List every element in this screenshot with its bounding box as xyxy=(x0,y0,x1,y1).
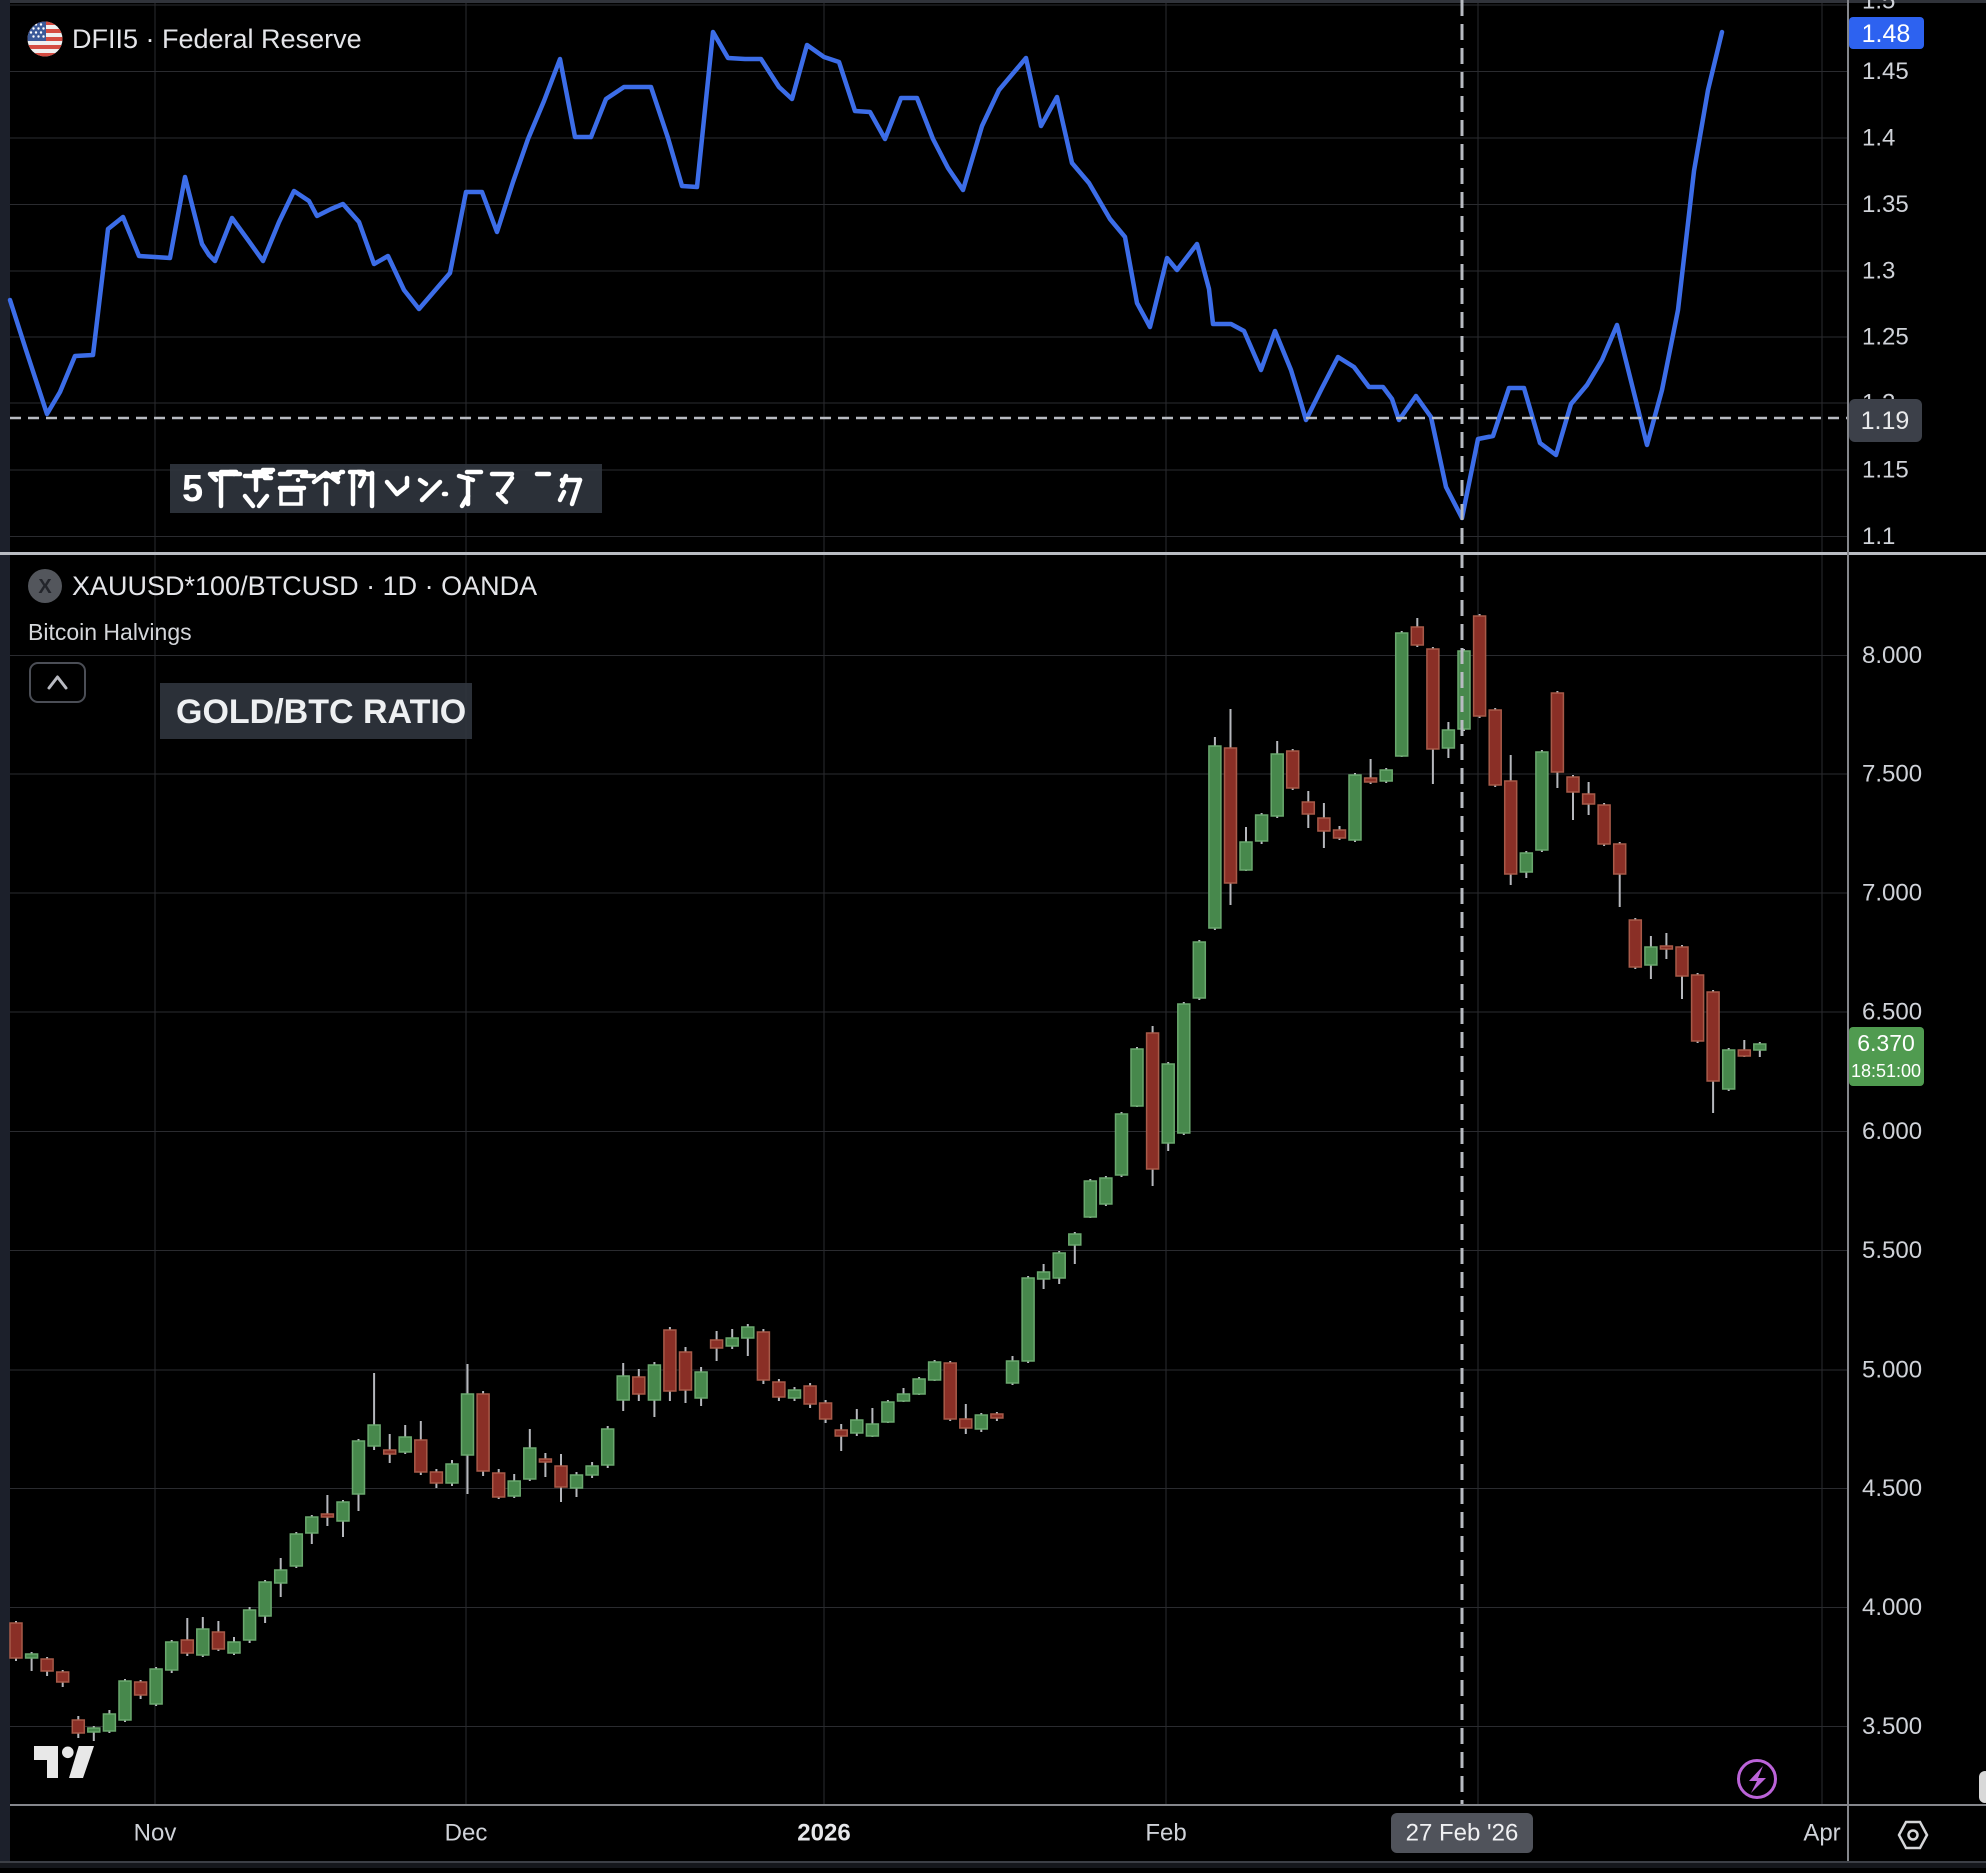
svg-text:1.25: 1.25 xyxy=(1862,324,1909,351)
svg-text:Bitcoin Halvings: Bitcoin Halvings xyxy=(28,619,192,645)
svg-text:3.500: 3.500 xyxy=(1862,1713,1922,1740)
svg-text:4.000: 4.000 xyxy=(1862,1594,1922,1621)
svg-text:6.500: 6.500 xyxy=(1862,999,1922,1026)
svg-text:1.19: 1.19 xyxy=(1861,407,1910,435)
svg-text:8.000: 8.000 xyxy=(1862,642,1922,669)
svg-text:DFII5 · Federal Reserve: DFII5 · Federal Reserve xyxy=(72,24,362,54)
svg-text:5.500: 5.500 xyxy=(1862,1237,1922,1264)
svg-text:27 Feb '26: 27 Feb '26 xyxy=(1406,1820,1519,1847)
svg-text:1.15: 1.15 xyxy=(1862,457,1909,484)
svg-text:18:51:00: 18:51:00 xyxy=(1851,1061,1921,1081)
svg-text:5.000: 5.000 xyxy=(1862,1357,1922,1384)
svg-text:1.45: 1.45 xyxy=(1862,58,1909,85)
svg-text:5: 5 xyxy=(182,468,203,510)
svg-text:6.370: 6.370 xyxy=(1857,1030,1915,1056)
svg-text:1.1: 1.1 xyxy=(1862,523,1895,550)
svg-text:Apr: Apr xyxy=(1803,1820,1840,1847)
svg-text:1.48: 1.48 xyxy=(1862,20,1911,48)
svg-text:XAUUSD*100/BTCUSD · 1D · OANDA: XAUUSD*100/BTCUSD · 1D · OANDA xyxy=(72,571,537,601)
svg-text:2026: 2026 xyxy=(797,1820,850,1847)
svg-text:1.4: 1.4 xyxy=(1862,125,1895,152)
svg-text:7.500: 7.500 xyxy=(1862,761,1922,788)
svg-text:4.500: 4.500 xyxy=(1862,1475,1922,1502)
svg-text:X: X xyxy=(38,576,52,598)
svg-text:6.000: 6.000 xyxy=(1862,1118,1922,1145)
svg-text:1.35: 1.35 xyxy=(1862,191,1909,218)
svg-text:GOLD/BTC RATIO: GOLD/BTC RATIO xyxy=(176,693,466,731)
svg-text:7.000: 7.000 xyxy=(1862,880,1922,907)
svg-text:Nov: Nov xyxy=(134,1820,177,1847)
svg-text:Dec: Dec xyxy=(445,1820,488,1847)
svg-text:1.3: 1.3 xyxy=(1862,258,1895,285)
svg-text:1.5: 1.5 xyxy=(1862,0,1895,15)
svg-text:Feb: Feb xyxy=(1145,1820,1186,1847)
